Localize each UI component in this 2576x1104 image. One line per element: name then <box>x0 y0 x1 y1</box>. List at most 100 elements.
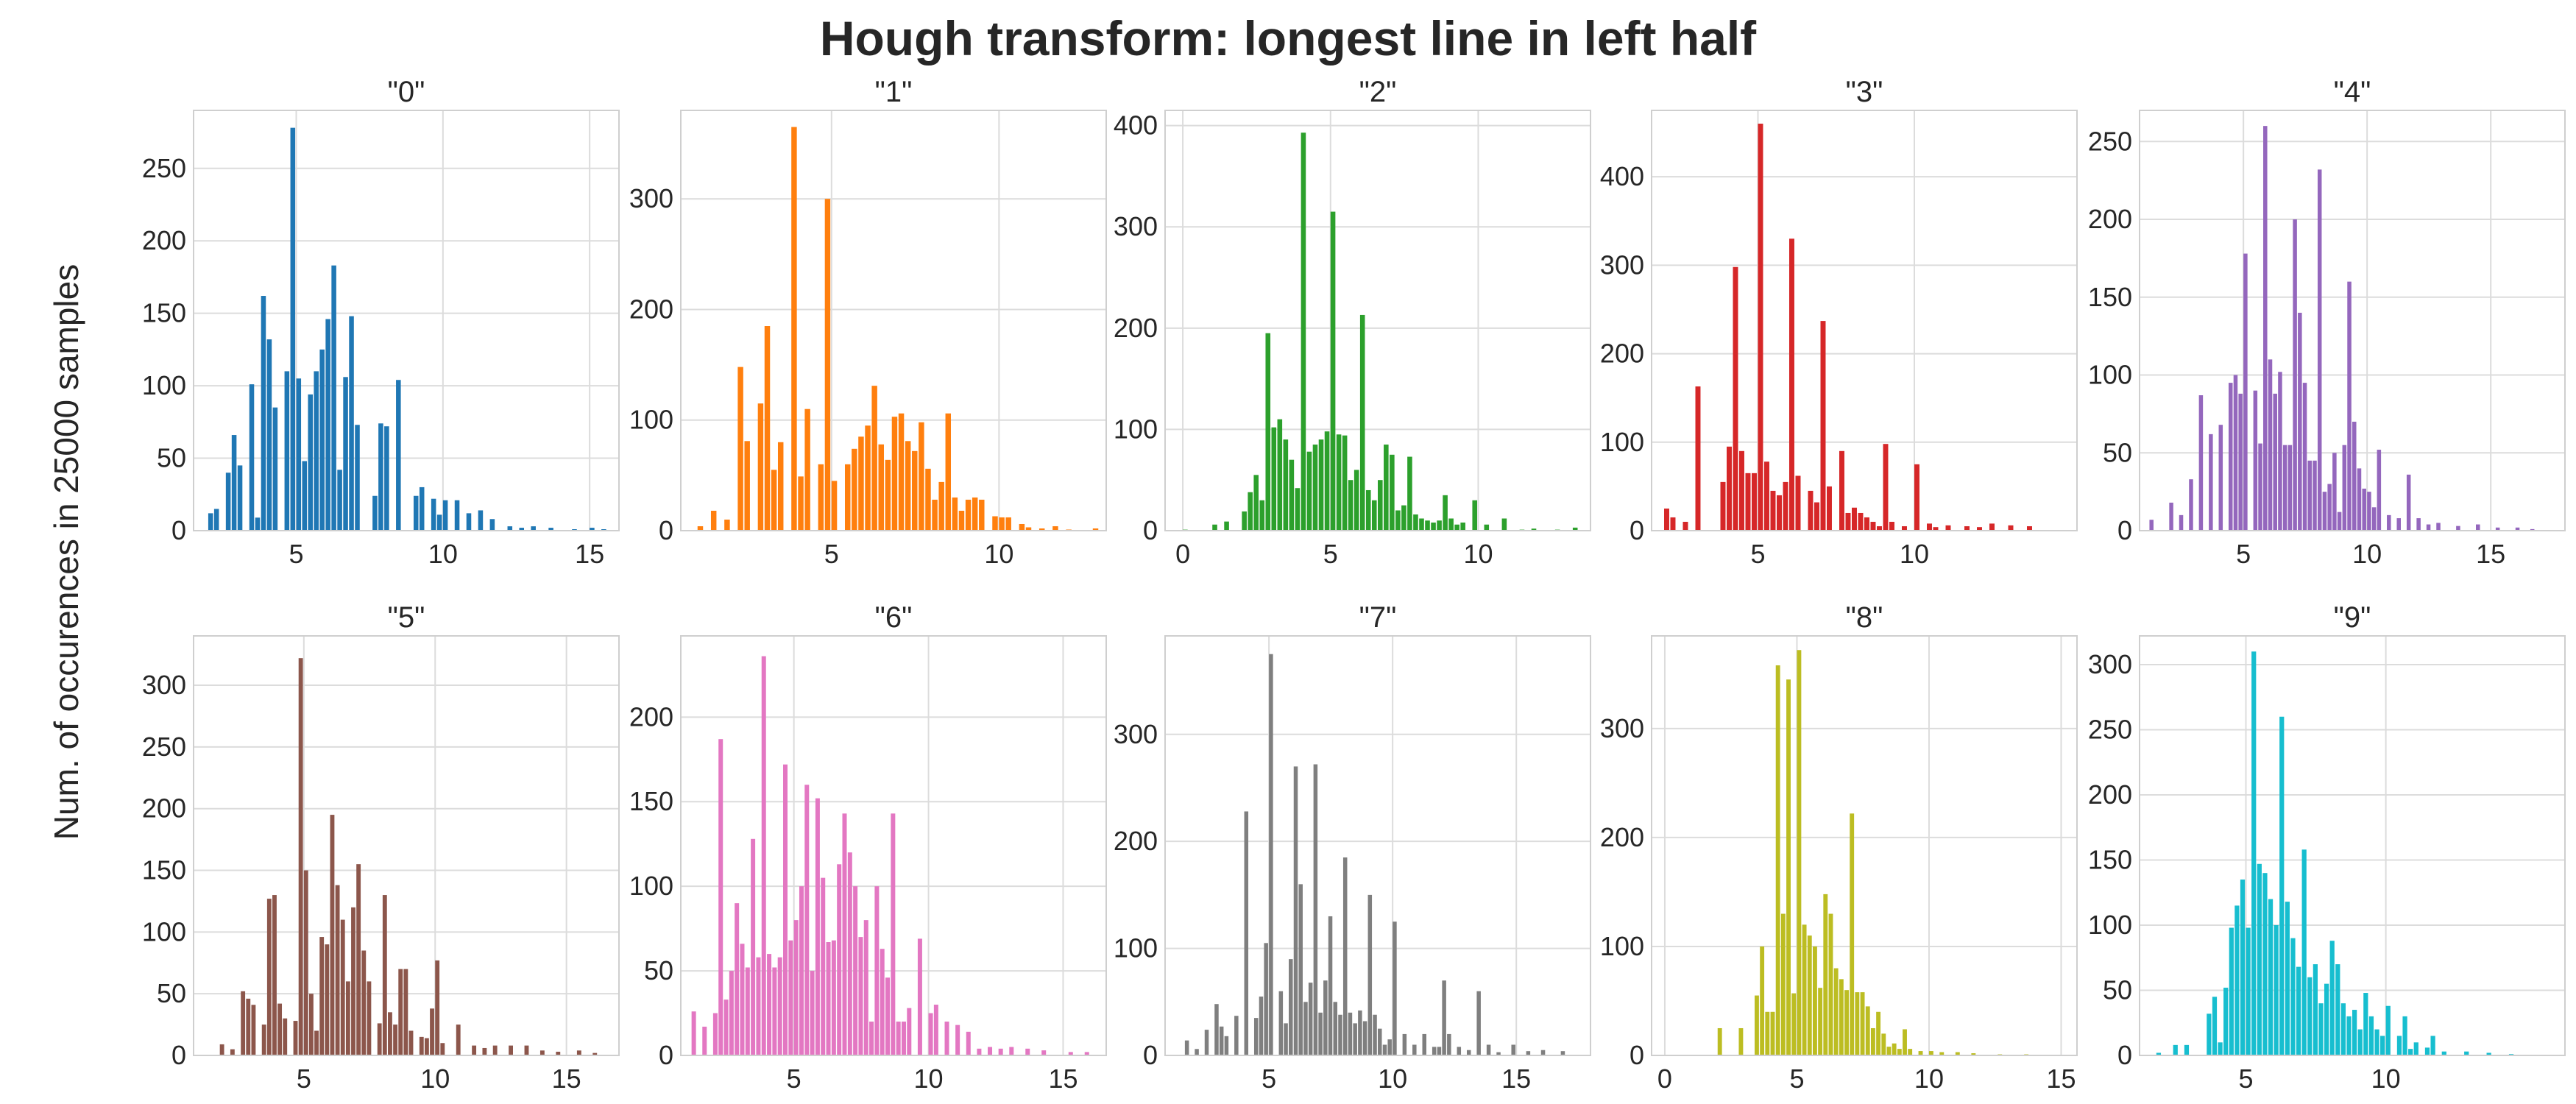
histogram-bar <box>1330 211 1336 531</box>
histogram-bar <box>2238 393 2243 531</box>
histogram-bar <box>1812 946 1817 1055</box>
histogram-bar <box>2253 390 2258 531</box>
histogram-bar <box>231 435 237 531</box>
histogram-bar <box>241 991 246 1055</box>
histogram-bar <box>377 1023 382 1055</box>
histogram-bar <box>1733 266 1738 531</box>
y-tick-label: 100 <box>1114 933 1158 963</box>
y-tick-label: 250 <box>142 153 186 183</box>
histogram-bar <box>1770 1011 1775 1055</box>
histogram-bar <box>1084 1052 1089 1055</box>
x-tick-label: 5 <box>1262 1064 1276 1094</box>
histogram-bar <box>1393 921 1397 1055</box>
histogram-bar <box>2279 716 2285 1055</box>
histogram-bar <box>2329 941 2335 1055</box>
histogram-bar <box>928 1013 933 1055</box>
histogram-bar <box>1786 679 1791 1055</box>
histogram-bar <box>2413 1042 2418 1055</box>
histogram-bar <box>912 450 918 531</box>
histogram-bar <box>1348 1012 1353 1055</box>
histogram-panel-7: 0 100 200 300 5 10 15 "7" <box>1114 601 1591 1094</box>
histogram-bar <box>925 468 931 531</box>
histogram-bar <box>723 999 729 1055</box>
histogram-bar <box>944 1022 949 1055</box>
histogram-bar <box>1823 894 1828 1055</box>
histogram-bar <box>2293 219 2297 531</box>
histogram-bar <box>1041 1050 1047 1055</box>
histogram-bar <box>325 319 330 531</box>
histogram-bar <box>1442 980 1446 1055</box>
histogram-bar <box>1443 495 1448 531</box>
histogram-bar <box>933 1005 938 1055</box>
histogram-bar <box>251 1005 256 1055</box>
histogram-bar <box>1184 1040 1189 1055</box>
histogram-bar <box>548 528 553 531</box>
histogram-bar <box>891 813 896 1055</box>
histogram-bar <box>1204 1030 1209 1055</box>
histogram-bar <box>1019 523 1025 531</box>
histogram-bar <box>2357 1029 2363 1055</box>
x-tick-label: 0 <box>1175 539 1190 569</box>
histogram-panel-1: 0 100 200 300 5 10 "1" <box>629 76 1107 569</box>
x-tick-label: 10 <box>2371 1064 2401 1094</box>
histogram-bar <box>519 528 525 531</box>
histogram-bar <box>1295 488 1301 531</box>
histogram-bar <box>955 1025 960 1055</box>
panel-title: "5" <box>388 601 425 634</box>
histogram-bar <box>977 1048 982 1055</box>
histogram-panel-9: 0 50 100 150 200 250 300 5 10 "9" <box>2088 601 2566 1094</box>
histogram-bar <box>372 495 378 531</box>
y-tick-label: 200 <box>629 701 673 732</box>
histogram-bar <box>712 1013 718 1055</box>
histogram-bar <box>1876 1011 1881 1055</box>
y-tick-label: 0 <box>171 1040 186 1070</box>
histogram-bar <box>340 919 345 1055</box>
histogram-bar <box>2387 514 2391 531</box>
histogram-bar <box>1918 1051 1923 1055</box>
x-tick-label: 5 <box>1750 539 1765 569</box>
histogram-bar <box>1323 980 1328 1055</box>
histogram-bar <box>761 656 766 1055</box>
histogram-bar <box>938 481 944 531</box>
histogram-bar <box>1336 434 1342 531</box>
histogram-bar <box>2287 445 2293 531</box>
histogram-bar <box>308 994 314 1055</box>
histogram-bar <box>492 1045 498 1055</box>
histogram-bar <box>1765 1011 1770 1055</box>
histogram-bar <box>1195 1049 1199 1055</box>
histogram-bar <box>2352 421 2357 531</box>
histogram-bar <box>880 949 885 1055</box>
histogram-bar <box>1977 527 1982 531</box>
y-tick-label: 200 <box>1600 822 1644 852</box>
histogram-bar <box>478 510 484 531</box>
histogram-bar <box>979 499 985 531</box>
histogram-bar <box>556 1051 561 1055</box>
histogram-bar <box>2367 492 2371 531</box>
histogram-bar <box>1068 1052 1073 1055</box>
axes-frame <box>2139 635 2566 1056</box>
histogram-bar <box>272 895 277 1055</box>
histogram-bar <box>302 461 308 531</box>
histogram-bar <box>2357 468 2362 531</box>
histogram-bar <box>999 517 1005 531</box>
histogram-bar <box>1269 654 1273 1055</box>
histogram-bar <box>2298 312 2302 531</box>
histogram-bar <box>472 1045 477 1055</box>
histogram-bar <box>1738 1027 1744 1055</box>
histogram-bar <box>992 516 998 531</box>
histogram-bar <box>393 1025 398 1055</box>
histogram-bar <box>1795 475 1801 531</box>
histogram-bar <box>1422 1033 1426 1055</box>
y-tick-label: 0 <box>171 515 186 545</box>
histogram-bar <box>1378 480 1383 531</box>
histogram-bar <box>735 903 740 1055</box>
histogram-bar <box>2307 460 2313 531</box>
histogram-bar <box>1365 489 1371 531</box>
histogram-bar <box>1864 517 1869 531</box>
histogram-bar <box>361 950 367 1055</box>
x-tick-label: 15 <box>552 1064 581 1094</box>
histogram-bar <box>919 422 924 531</box>
histogram-bar <box>966 1031 971 1055</box>
histogram-bar <box>2285 902 2290 1055</box>
panel-title: "3" <box>1846 76 1883 108</box>
